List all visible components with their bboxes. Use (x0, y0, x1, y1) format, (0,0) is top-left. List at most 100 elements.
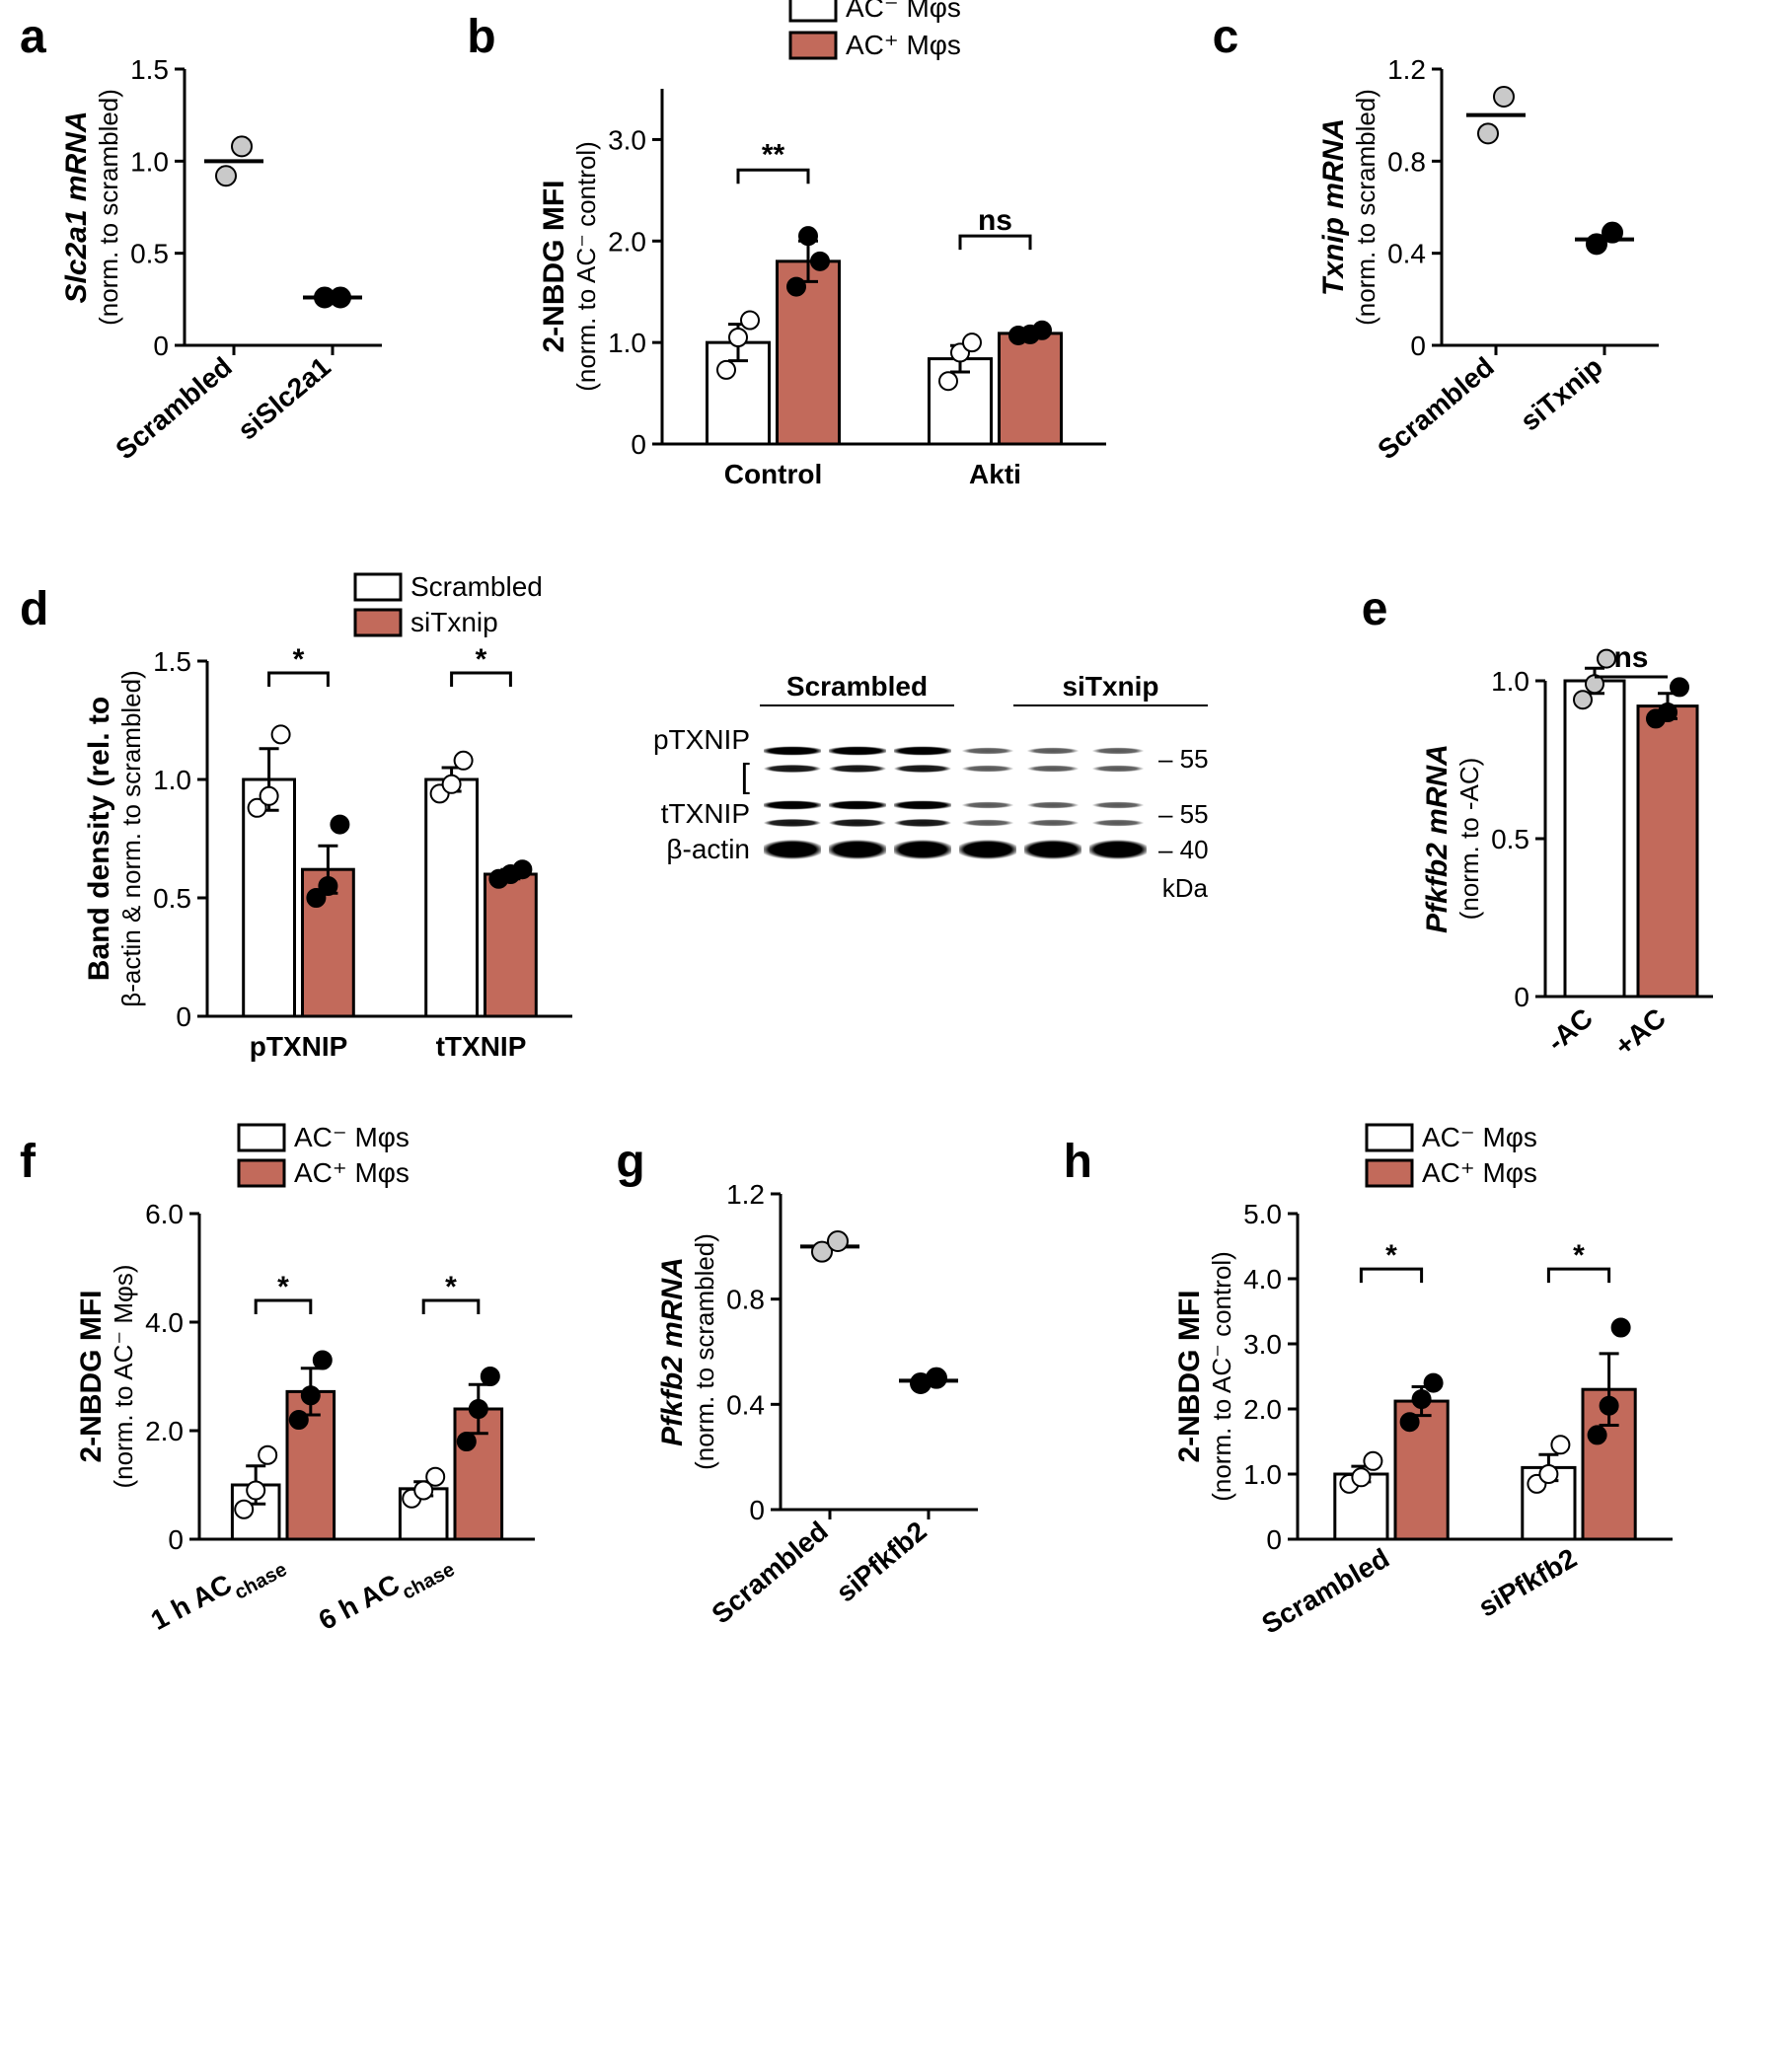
svg-text:1.5: 1.5 (153, 646, 191, 677)
panel-label-c: c (1213, 10, 1239, 64)
svg-text:3.0: 3.0 (1243, 1329, 1282, 1360)
western-header-scrambled: Scrambled (750, 671, 964, 703)
svg-text:Scrambled: Scrambled (706, 1516, 834, 1630)
svg-text:0: 0 (1410, 331, 1426, 361)
svg-text:2-NBDG MFI: 2-NBDG MFI (75, 1291, 108, 1463)
svg-text:(norm. to scrambled): (norm. to scrambled) (94, 89, 123, 326)
svg-text:5.0: 5.0 (1243, 1199, 1282, 1229)
western-header-sitxnip: siTxnip (1004, 671, 1218, 703)
svg-text:0.5: 0.5 (1491, 824, 1529, 854)
svg-text:AC⁺ Mφs: AC⁺ Mφs (1422, 1157, 1537, 1188)
svg-text:AC⁺ Mφs: AC⁺ Mφs (294, 1157, 410, 1188)
svg-text:1.5: 1.5 (130, 54, 169, 85)
svg-text:0: 0 (1515, 982, 1530, 1012)
svg-text:Band density (rel. to: Band density (rel. to (83, 697, 115, 981)
svg-text:4.0: 4.0 (145, 1307, 184, 1338)
svg-text:1.0: 1.0 (1491, 666, 1529, 697)
svg-text:+AC: +AC (1609, 1002, 1672, 1062)
svg-text:0.5: 0.5 (153, 883, 191, 914)
svg-text:siTxnip: siTxnip (410, 607, 498, 637)
svg-text:*: * (1573, 1239, 1585, 1272)
svg-text:(norm. to scrambled): (norm. to scrambled) (690, 1233, 719, 1470)
svg-text:1.0: 1.0 (1243, 1459, 1282, 1490)
svg-text:2.0: 2.0 (1243, 1394, 1282, 1425)
svg-text:1 h ACchase: 1 h ACchase (146, 1542, 291, 1645)
svg-text:**: ** (762, 138, 785, 171)
svg-text:0: 0 (176, 1001, 191, 1032)
svg-text:Slc2a1 mRNA: Slc2a1 mRNA (60, 111, 93, 303)
panel-g: g 00.40.81.2Pfkfb2 mRNA(norm. to scrambl… (616, 1145, 1023, 1727)
svg-text:siSlc2a1: siSlc2a1 (232, 351, 336, 446)
scatter-chart-a: 00.51.01.5Slc2a1 mRNA(norm. to scrambled… (66, 49, 421, 543)
svg-text:siPfkfb2: siPfkfb2 (1473, 1542, 1582, 1622)
svg-text:(norm. to AC⁻ control): (norm. to AC⁻ control) (1207, 1251, 1236, 1502)
western-unit: kDa (641, 873, 1208, 904)
panel-c: c 00.40.81.2Txnip mRNA(norm. to scramble… (1213, 20, 1769, 562)
panel-label-a: a (20, 10, 46, 64)
bar-chart-d: ScrambledsiTxnip00.51.01.5Band density (… (59, 622, 612, 1115)
svg-text:0.8: 0.8 (726, 1285, 765, 1315)
svg-text:(norm. to -AC): (norm. to -AC) (1454, 758, 1484, 921)
svg-text:*: * (445, 1271, 457, 1303)
panel-b: b AC⁻ MφsAC⁺ Mφs01.02.03.02-NBDG MFI(nor… (467, 20, 1172, 562)
svg-text:0: 0 (1267, 1524, 1283, 1555)
svg-text:Pfkfb2 mRNA: Pfkfb2 mRNA (656, 1257, 689, 1446)
svg-text:Scrambled: Scrambled (110, 351, 238, 466)
panel-h: h AC⁻ MφsAC⁺ Mφs01.02.03.04.05.02-NBDG M… (1064, 1145, 1769, 1727)
svg-text:(norm. to AC⁻ control): (norm. to AC⁻ control) (571, 141, 601, 392)
svg-text:(norm. to scrambled): (norm. to scrambled) (1351, 89, 1380, 326)
svg-text:tTXNIP: tTXNIP (436, 1031, 527, 1062)
svg-text:2-NBDG MFI: 2-NBDG MFI (538, 181, 570, 353)
panel-label-b: b (467, 10, 495, 64)
svg-text:Scrambled: Scrambled (410, 571, 543, 602)
svg-text:*: * (476, 643, 487, 676)
svg-text:β-actin & norm. to scrambled): β-actin & norm. to scrambled) (116, 670, 146, 1007)
svg-text:1.0: 1.0 (153, 765, 191, 795)
svg-text:2.0: 2.0 (608, 226, 646, 257)
panel-d: d ScrambledsiTxnip00.51.01.5Band density… (20, 592, 1322, 1115)
svg-text:0.4: 0.4 (1387, 239, 1426, 269)
svg-text:1.2: 1.2 (726, 1179, 765, 1210)
panel-label-e: e (1362, 582, 1388, 636)
svg-text:Pfkfb2 mRNA: Pfkfb2 mRNA (1421, 744, 1454, 933)
svg-text:1.0: 1.0 (608, 328, 646, 358)
bar-chart-h: AC⁻ MφsAC⁺ Mφs01.02.03.04.05.02-NBDG MFI… (1169, 1174, 1702, 1727)
svg-text:0.8: 0.8 (1387, 146, 1426, 177)
svg-text:Scrambled: Scrambled (1372, 351, 1500, 466)
bar-chart-f: AC⁻ MφsAC⁺ Mφs02.04.06.02-NBDG MFI(norm.… (71, 1174, 564, 1727)
svg-text:AC⁻ Mφs: AC⁻ Mφs (294, 1122, 410, 1152)
western-blot: Scrambled siTxnip pTXNIP [– 55tTXNIP– 55… (641, 671, 1218, 1115)
scatter-chart-c: 00.40.81.2Txnip mRNA(norm. to scrambled)… (1323, 49, 1698, 543)
svg-text:0: 0 (631, 429, 646, 460)
svg-text:0: 0 (749, 1495, 765, 1525)
svg-text:AC⁻ Mφs: AC⁻ Mφs (1422, 1122, 1537, 1152)
panel-label-h: h (1064, 1135, 1092, 1189)
svg-text:Txnip mRNA: Txnip mRNA (1317, 118, 1350, 296)
svg-text:1.0: 1.0 (130, 146, 169, 177)
bar-chart-b: AC⁻ MφsAC⁺ Mφs01.02.03.02-NBDG MFI(norm.… (534, 49, 1146, 562)
svg-text:*: * (293, 643, 305, 676)
svg-text:6 h ACchase: 6 h ACchase (314, 1542, 459, 1645)
scatter-chart-g: 00.40.81.2Pfkfb2 mRNA(norm. to scrambled… (662, 1174, 1017, 1707)
svg-text:Akti: Akti (969, 459, 1021, 489)
svg-text:siTxnip: siTxnip (1515, 351, 1608, 437)
svg-text:1.2: 1.2 (1387, 54, 1426, 85)
panel-e: e 00.51.0Pfkfb2 mRNA(norm. to -AC)ns-AC+… (1362, 592, 1769, 1115)
svg-text:2-NBDG MFI: 2-NBDG MFI (1173, 1291, 1206, 1463)
svg-text:(norm. to AC⁻ Mφs): (norm. to AC⁻ Mφs) (109, 1264, 138, 1488)
svg-text:-AC: -AC (1541, 1002, 1599, 1058)
svg-text:2.0: 2.0 (145, 1416, 184, 1446)
svg-text:Control: Control (724, 459, 823, 489)
svg-text:0.4: 0.4 (726, 1389, 765, 1420)
svg-text:pTXNIP: pTXNIP (250, 1031, 348, 1062)
svg-text:AC⁻ Mφs: AC⁻ Mφs (846, 0, 961, 23)
svg-text:0.5: 0.5 (130, 239, 169, 269)
svg-text:0: 0 (153, 331, 169, 361)
panel-a: a 00.51.01.5Slc2a1 mRNA(norm. to scrambl… (20, 20, 427, 562)
svg-text:siPfkfb2: siPfkfb2 (830, 1516, 932, 1608)
svg-text:ns: ns (1614, 641, 1649, 674)
svg-text:6.0: 6.0 (145, 1199, 184, 1229)
bar-chart-e: 0 0.5 1.0 Pfkfb2 mRNA(norm. to -AC) ns -AC+AC (1417, 622, 1752, 1115)
svg-text:ns: ns (978, 204, 1012, 237)
panel-f: f AC⁻ MφsAC⁺ Mφs02.04.06.02-NBDG MFI(nor… (20, 1145, 576, 1727)
